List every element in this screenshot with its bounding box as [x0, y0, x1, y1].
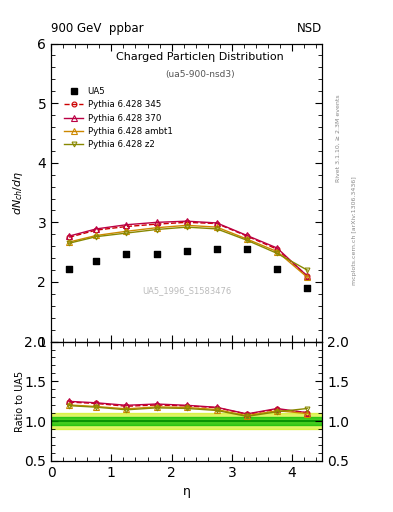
- Text: UA5_1996_S1583476: UA5_1996_S1583476: [142, 286, 231, 295]
- Point: [93, 257, 99, 265]
- Bar: [51, 413, 322, 429]
- Text: 900 GeV  ppbar: 900 GeV ppbar: [51, 22, 144, 35]
- Point: [214, 245, 220, 253]
- Text: Rivet 3.1.10, ≥ 2.3M events: Rivet 3.1.10, ≥ 2.3M events: [336, 94, 341, 182]
- X-axis label: η: η: [183, 485, 191, 498]
- Point: [274, 265, 280, 273]
- Legend: UA5, Pythia 6.428 345, Pythia 6.428 370, Pythia 6.428 ambt1, Pythia 6.428 z2: UA5, Pythia 6.428 345, Pythia 6.428 370,…: [61, 83, 176, 153]
- Point: [153, 250, 160, 258]
- Y-axis label: Ratio to UA5: Ratio to UA5: [15, 371, 25, 432]
- Point: [66, 265, 72, 273]
- Y-axis label: $dN_{ch}/d\eta$: $dN_{ch}/d\eta$: [11, 170, 25, 215]
- Bar: [51, 417, 322, 425]
- Text: Charged Particleη Distribution: Charged Particleη Distribution: [116, 52, 284, 62]
- Point: [123, 250, 130, 258]
- Point: [184, 247, 190, 255]
- Text: mcplots.cern.ch [arXiv:1306.3436]: mcplots.cern.ch [arXiv:1306.3436]: [352, 176, 357, 285]
- Text: NSD: NSD: [297, 22, 322, 35]
- Point: [304, 284, 310, 292]
- Text: (ua5-900-nsd3): (ua5-900-nsd3): [165, 70, 235, 79]
- Point: [244, 245, 250, 253]
